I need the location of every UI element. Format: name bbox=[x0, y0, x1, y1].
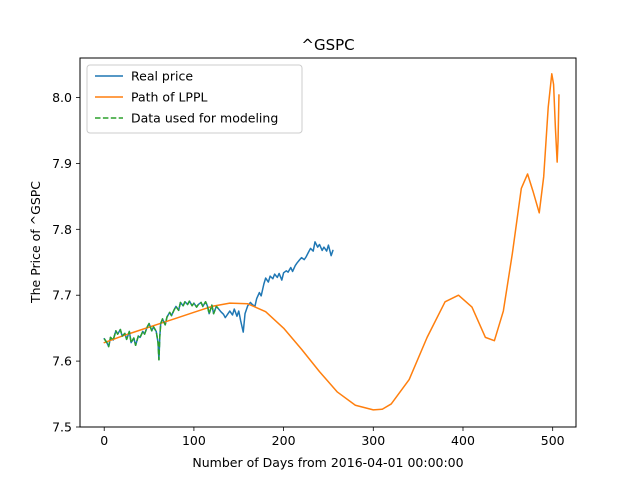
x-axis-ticks: 0 100 200 300 400 500 bbox=[100, 427, 565, 448]
y-axis-label: The Price of ^GSPC bbox=[28, 181, 43, 304]
y-tick-label: 7.6 bbox=[52, 354, 72, 369]
chart-title: ^GSPC bbox=[301, 36, 354, 54]
y-tick-label: 7.9 bbox=[52, 156, 72, 171]
x-tick-label: 500 bbox=[541, 433, 565, 448]
y-tick-label: 8.0 bbox=[52, 90, 72, 105]
series-line-2 bbox=[103, 300, 219, 361]
series-line-1 bbox=[103, 73, 560, 411]
legend-box bbox=[86, 64, 303, 134]
x-tick-label: 100 bbox=[182, 433, 206, 448]
y-tick-label: 7.8 bbox=[52, 222, 72, 237]
x-tick-label: 400 bbox=[451, 433, 475, 448]
x-tick-label: 0 bbox=[100, 433, 108, 448]
series-line-0 bbox=[103, 241, 334, 361]
legend-label-1: Path of LPPL bbox=[131, 90, 207, 105]
plot-lines bbox=[103, 73, 560, 411]
x-tick-label: 200 bbox=[272, 433, 296, 448]
y-axis-ticks: 7.5 7.6 7.7 7.8 7.9 8.0 bbox=[52, 90, 80, 435]
y-tick-label: 7.7 bbox=[52, 288, 72, 303]
x-tick-label: 300 bbox=[361, 433, 385, 448]
legend-label-0: Real price bbox=[131, 69, 193, 84]
plot-frame bbox=[79, 57, 577, 428]
legend: Real price Path of LPPL Data used for mode… bbox=[86, 64, 303, 134]
x-axis-label: Number of Days from 2016-04-01 00:00:00 bbox=[192, 455, 463, 470]
y-tick-label: 7.5 bbox=[52, 420, 72, 435]
legend-label-2: Data used for modeling bbox=[131, 111, 278, 126]
